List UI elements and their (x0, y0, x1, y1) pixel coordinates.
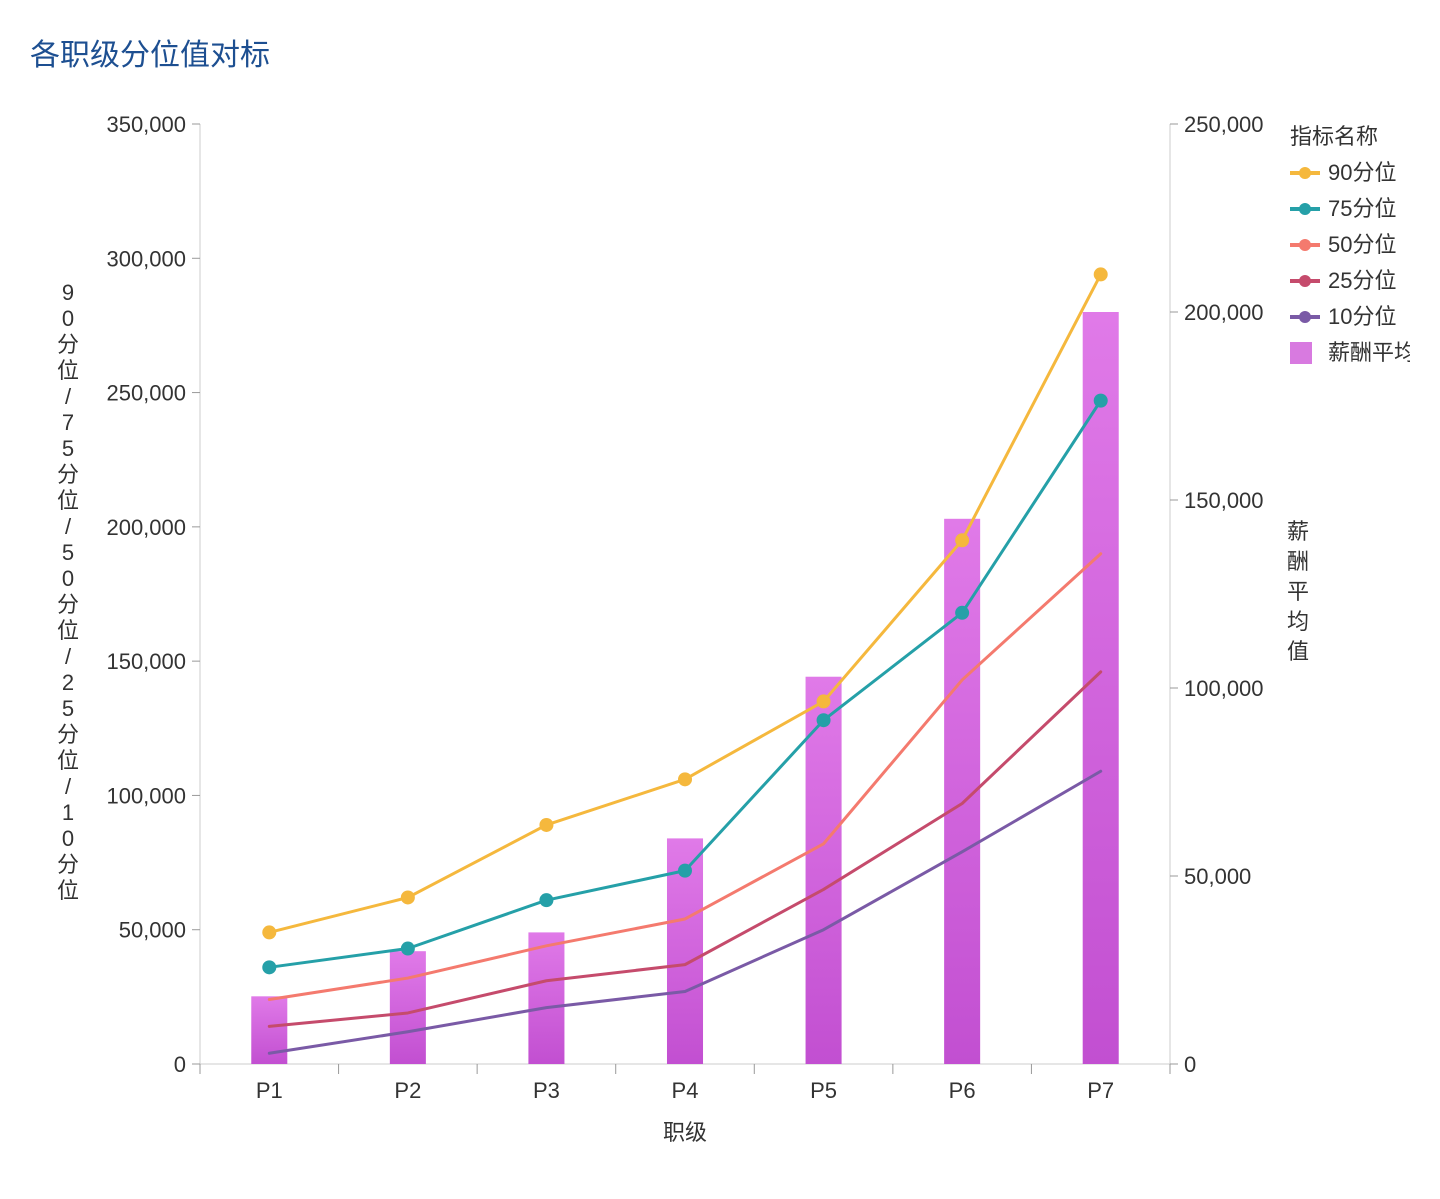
right-axis-title-char: 值 (1287, 639, 1309, 664)
legend-item-label: 10分位 (1328, 304, 1396, 329)
legend-item-label: 25分位 (1328, 268, 1396, 293)
left-axis-title-char: 0 (62, 566, 74, 591)
legend-item-label: 75分位 (1328, 196, 1396, 221)
left-axis-title-char: / (65, 514, 72, 539)
left-axis-tick-label: 150,000 (106, 649, 186, 674)
bar (528, 932, 564, 1064)
line-marker (539, 818, 553, 832)
left-axis-title-char: 位 (57, 618, 79, 643)
line-marker (401, 942, 415, 956)
left-axis-title-char: 分 (57, 332, 79, 357)
right-axis-title-char: 薪 (1287, 519, 1309, 544)
left-axis-tick-label: 350,000 (106, 112, 186, 137)
left-axis-tick-label: 100,000 (106, 783, 186, 808)
left-axis-title-char: 0 (62, 826, 74, 851)
left-axis-title-char: 分 (57, 722, 79, 747)
line-marker (678, 772, 692, 786)
left-axis-title-char: 分 (57, 592, 79, 617)
line-marker (262, 960, 276, 974)
right-axis-tick-label: 250,000 (1184, 112, 1264, 137)
right-axis-title-char: 均 (1287, 609, 1309, 634)
legend-marker-icon (1299, 311, 1311, 323)
legend-marker-icon (1299, 275, 1311, 287)
left-axis-title-char: 位 (57, 748, 79, 773)
line-marker (817, 694, 831, 708)
left-axis-title-char: 分 (57, 462, 79, 487)
left-axis-tick-label: 200,000 (106, 515, 186, 540)
line-marker (262, 925, 276, 939)
bar (390, 951, 426, 1064)
left-axis-title-char: / (65, 384, 72, 409)
left-axis-title-char: 0 (62, 306, 74, 331)
left-axis-title-char: 位 (57, 488, 79, 513)
line-marker (539, 893, 553, 907)
right-axis-tick-label: 150,000 (1184, 488, 1264, 513)
x-axis-tick-label: P3 (533, 1078, 560, 1103)
left-axis-title-char: 2 (62, 670, 74, 695)
left-axis-title-char: 5 (62, 540, 74, 565)
right-axis-title-char: 平 (1287, 579, 1309, 604)
x-axis-tick-label: P7 (1087, 1078, 1114, 1103)
left-axis-tick-label: 0 (174, 1052, 186, 1077)
left-axis-tick-label: 250,000 (106, 381, 186, 406)
left-axis-title-char: / (65, 644, 72, 669)
x-axis-tick-label: P6 (949, 1078, 976, 1103)
legend-marker-icon (1299, 203, 1311, 215)
left-axis-title-char: / (65, 774, 72, 799)
legend-swatch-icon (1290, 342, 1312, 364)
line-marker (401, 890, 415, 904)
line-marker (817, 713, 831, 727)
x-axis-tick-label: P2 (394, 1078, 421, 1103)
left-axis-title-char: 位 (57, 878, 79, 903)
left-axis-title-char: 分 (57, 852, 79, 877)
line-marker (955, 533, 969, 547)
legend-marker-icon (1299, 239, 1311, 251)
bar (1083, 312, 1119, 1064)
legend-item-label: 90分位 (1328, 160, 1396, 185)
chart-title: 各职级分位值对标 (30, 30, 1410, 74)
left-axis-title-char: 7 (62, 410, 74, 435)
left-axis-title-char: 5 (62, 696, 74, 721)
left-axis-title-char: 9 (62, 280, 74, 305)
line-marker (1094, 394, 1108, 408)
right-axis-title-char: 酬 (1287, 549, 1309, 574)
right-axis-tick-label: 0 (1184, 1052, 1196, 1077)
chart-container: 050,000100,000150,000200,000250,000300,0… (30, 94, 1410, 1184)
legend-item-label: 薪酬平均值 (1328, 340, 1410, 365)
x-axis-tick-label: P1 (256, 1078, 283, 1103)
line-marker (955, 606, 969, 620)
left-axis-tick-label: 300,000 (106, 246, 186, 271)
left-axis-title-char: 1 (62, 800, 74, 825)
left-axis-tick-label: 50,000 (119, 918, 186, 943)
legend-marker-icon (1299, 167, 1311, 179)
line-marker (678, 864, 692, 878)
x-axis-tick-label: P5 (810, 1078, 837, 1103)
right-axis-tick-label: 100,000 (1184, 676, 1264, 701)
right-axis-tick-label: 200,000 (1184, 300, 1264, 325)
legend-item-label: 50分位 (1328, 232, 1396, 257)
x-axis-tick-label: P4 (672, 1078, 699, 1103)
line-marker (1094, 267, 1108, 281)
combo-chart: 050,000100,000150,000200,000250,000300,0… (30, 94, 1410, 1184)
right-axis-tick-label: 50,000 (1184, 864, 1251, 889)
legend-title: 指标名称 (1290, 124, 1378, 149)
x-axis-title: 职级 (663, 1120, 707, 1145)
left-axis-title-char: 5 (62, 436, 74, 461)
left-axis-title-char: 位 (57, 358, 79, 383)
